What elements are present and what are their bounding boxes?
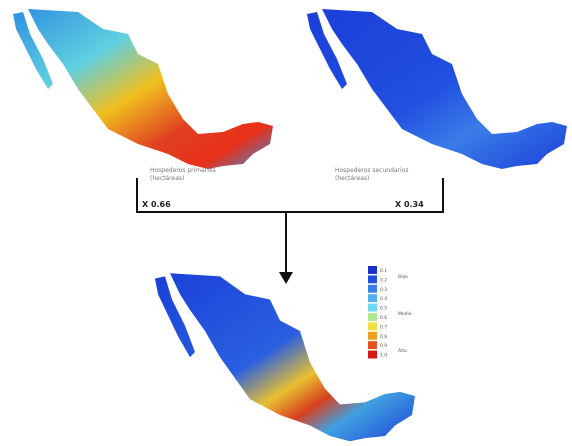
multiplier: X 0.34 — [395, 200, 424, 209]
legend-label: 0.2 — [380, 277, 387, 283]
legend-label: 0.5 — [380, 306, 387, 312]
legend: 0.1 0.2 0.3 0.4 0.5 0.6 0.7 0.8 0.9 1.0 Bajo Medio A… — [368, 266, 412, 359]
legend-label: 0.4 — [380, 296, 387, 302]
multiplier: X 0.66 — [142, 200, 171, 209]
legend-label: 0.6 — [380, 315, 387, 321]
page: {"diagram": { "maps": [ {"label_line1": … — [0, 0, 572, 446]
map-label: (hectáreas) — [335, 175, 369, 182]
legend-label: 0.8 — [380, 334, 387, 340]
map-primary — [13, 9, 273, 169]
legend-swatch — [368, 313, 377, 321]
legend-label: 0.1 — [380, 268, 387, 274]
legend-swatch — [368, 341, 377, 349]
map-secondary — [307, 9, 567, 169]
map-label: Hospederos primarios — [150, 167, 216, 174]
diagram: Hospederos primarios (hectáreas) Hospede… — [0, 0, 572, 446]
legend-swatch — [368, 304, 377, 312]
legend-swatch — [368, 294, 377, 302]
legend-level: Medio — [398, 311, 412, 317]
legend-level: Bajo — [398, 274, 408, 280]
legend-swatch — [368, 275, 377, 283]
legend-label: 1.0 — [380, 353, 387, 359]
map-label: Hospederos secundarios — [335, 167, 409, 174]
legend-swatch — [368, 332, 377, 340]
legend-label: 0.7 — [380, 324, 387, 330]
legend-swatch — [368, 266, 377, 274]
legend-level: Alto — [398, 348, 407, 354]
legend-swatch — [368, 285, 377, 293]
legend-swatch — [368, 322, 377, 330]
legend-label: 0.9 — [380, 343, 387, 349]
legend-label: 0.3 — [380, 287, 387, 293]
map-label: (hectáreas) — [150, 175, 184, 182]
legend-swatch — [368, 351, 377, 359]
arrow-head — [279, 272, 293, 284]
